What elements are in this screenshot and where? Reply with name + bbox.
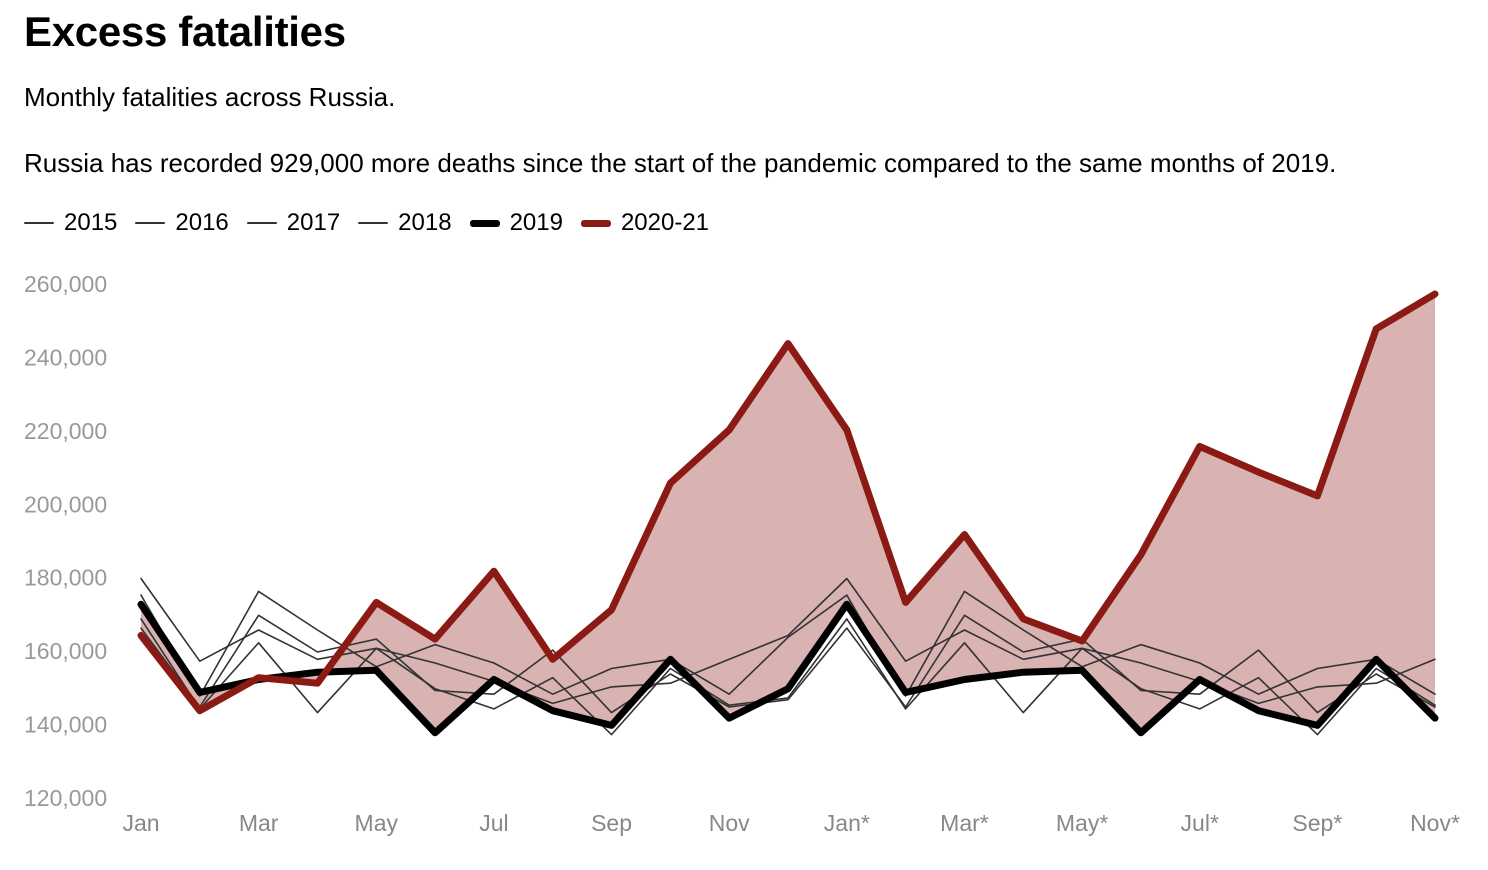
legend-label: 2020-21 — [620, 209, 710, 236]
y-tick-label: 240,000 — [24, 344, 107, 370]
legend-item-2019: 2019 — [469, 209, 563, 237]
legend-label: 2019 — [509, 209, 563, 236]
y-tick-label: 160,000 — [24, 638, 107, 664]
series-line-2020-21 — [137, 290, 1439, 715]
legend-item-2020-21: 2020-21 — [580, 209, 710, 237]
legend-item-2017: 2017 — [246, 209, 341, 237]
x-tick-label: Jul* — [1181, 810, 1219, 836]
x-tick-label: Nov — [709, 810, 750, 836]
x-tick-label: Sep* — [1292, 810, 1342, 836]
y-tick-label: 120,000 — [24, 785, 107, 811]
series-line-2016 — [140, 590, 1436, 697]
x-tick-label: Jan* — [824, 810, 870, 836]
legend-label: 2016 — [175, 209, 229, 236]
y-tick-label: 140,000 — [24, 712, 107, 738]
y-tick-label: 180,000 — [24, 565, 107, 591]
y-tick-label: 220,000 — [24, 418, 107, 444]
x-tick-label: May — [355, 810, 399, 836]
x-tick-label: Jul — [479, 810, 508, 836]
excess-area — [141, 294, 1435, 733]
x-tick-label: May* — [1056, 810, 1108, 836]
legend-item-2015: 2015 — [24, 209, 117, 237]
legend-item-2016: 2016 — [135, 209, 229, 237]
legend-swatch — [135, 222, 166, 224]
x-tick-label: Mar — [239, 810, 279, 836]
legend-label: 2015 — [64, 209, 118, 236]
chart-subtitle: Monthly fatalities across Russia. — [24, 82, 396, 112]
legend-item-2018: 2018 — [358, 209, 452, 237]
x-tick-label: Nov* — [1410, 810, 1460, 836]
legend-swatch — [24, 222, 54, 224]
chart-title: Excess fatalities — [24, 8, 346, 55]
x-tick-label: Sep — [591, 810, 632, 836]
x-tick-label: Mar* — [940, 810, 989, 836]
legend-swatch — [580, 219, 611, 227]
legend-swatch — [469, 219, 500, 227]
legend-swatch — [358, 222, 389, 224]
legend-swatch — [246, 222, 277, 224]
legend-label: 2017 — [286, 209, 341, 236]
legend-label: 2018 — [398, 209, 452, 236]
chart-note: Russia has recorded 929,000 more deaths … — [24, 148, 1337, 178]
y-tick-label: 200,000 — [24, 491, 107, 517]
legend: 2015 2016 2017 2018 2019 2020-21 — [24, 208, 727, 238]
y-tick-label: 260,000 — [24, 271, 107, 297]
x-tick-label: Jan — [122, 810, 159, 836]
series-line-2018 — [140, 614, 1436, 714]
series-line-2019 — [137, 600, 1439, 737]
